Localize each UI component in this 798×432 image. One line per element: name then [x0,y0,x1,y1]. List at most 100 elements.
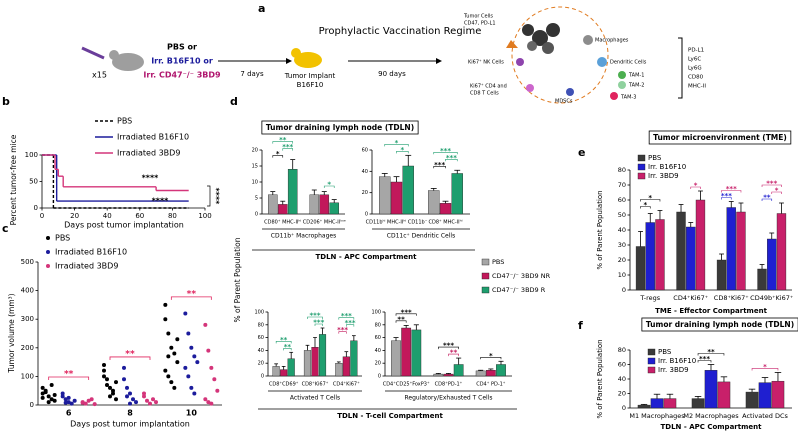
bar [757,268,767,291]
bar [311,347,319,377]
legend-label: Irradiated B16F10 [55,248,127,257]
significance-label: ** [707,348,715,356]
data-point [166,374,171,379]
significance-bracket [433,151,458,155]
interval: 7 days [240,70,264,78]
x-tick-label: M2 Macrophages [683,412,739,420]
title-box [641,317,798,332]
significance-bracket [721,197,732,200]
significance-bracket [480,356,502,360]
panel-title: Tumor draining lymph node (TDLN) [646,320,794,329]
bar [277,204,288,215]
bar [318,334,327,377]
bar [428,190,440,215]
significance-label: *** [345,319,356,327]
data-point [163,368,168,373]
significance-bracket [433,165,446,169]
y-axis-label: % of Parent Population [596,339,604,418]
significance-label: *** [721,192,732,200]
significance-bracket [282,148,294,151]
bar [726,207,736,291]
implant: B16F10 [297,81,324,89]
significance-label: *** [401,308,412,316]
significance-label: ** [279,136,287,144]
data-point [111,391,115,396]
data-point [163,317,168,322]
treatment: Irr. CD47⁻/⁻ 3BD9 [143,71,221,80]
data-point [122,365,126,370]
data-point [166,331,171,336]
data-point [206,400,211,405]
significance-label: *** [310,312,321,320]
tme-label: Dendritic Cells [610,60,647,66]
y-tick-label: 60 [258,335,264,341]
significance-label: *** [699,355,710,363]
significance-label: *** [337,326,348,334]
bar [686,226,696,291]
significance-label: *** [440,147,451,155]
tme-label: Tumor Cells [463,14,493,20]
bar [745,391,759,409]
panel-title: Tumor microenvironment (TME) [653,133,787,142]
x-tick-label: 100 [198,212,211,220]
significance-label: * [694,182,698,190]
bar [736,211,746,291]
data-point [175,337,180,342]
y-tick-label: 50 [618,211,626,219]
significance-bracket [438,346,459,350]
legend-label: Irr. 3BD9 [648,172,679,180]
data-point [60,394,65,399]
y-tick-label: 0 [34,204,38,212]
x-tick-label: CD80⁺ MHC-IIʰⁱ [264,220,301,226]
legend-swatch [46,236,50,240]
panel-label: f [578,319,583,332]
title-box [261,120,419,135]
data-point [63,397,68,402]
legend-label: Irradiated B16F10 [117,133,189,142]
significance-label: *** [443,342,454,350]
y-tick-label: 80 [258,322,264,328]
legend-swatch [647,357,656,365]
legend-swatch [46,250,50,254]
data-point [209,401,214,406]
mouse-head [109,50,119,60]
data-point [151,397,155,402]
data-point [169,380,174,385]
x-tick-label: 8 [127,409,133,418]
significance-bracket [338,317,355,320]
implant: Tumor Implant [284,72,336,80]
mouse-head [291,48,301,58]
significance-label: *** [434,161,445,169]
legend-swatch [481,286,490,294]
significance-label: * [395,139,399,147]
data-point [134,400,138,405]
y-tick-label: 10 [618,271,626,279]
data-point [46,394,51,399]
panel-label: a [258,2,265,15]
significance-bracket [640,206,651,209]
data-point [49,382,54,387]
significance-label: **** [212,188,221,206]
data-point [186,331,191,336]
legend-swatch [46,264,50,268]
cell-icon [610,92,618,100]
marker: CD80 [688,75,704,81]
bar [655,219,665,291]
tme-label: TAM-3 [620,95,636,101]
x-tick-label: M1 Macrophages [629,412,685,420]
data-point [102,374,106,379]
significance-label: * [327,181,331,189]
x-tick-label: 20 [70,212,79,220]
bar [272,366,280,377]
significance-label: * [763,363,767,371]
tme-label: TAM-2 [628,83,644,89]
data-point [111,388,115,393]
data-point [183,365,188,370]
bar [475,370,486,377]
significance-label: * [489,352,493,360]
data-point [125,394,129,399]
data-point [102,368,106,373]
tumor-cells [522,23,560,54]
x-tick-label: CD4⁺Ki67⁺ [673,294,708,302]
tme-boundary [511,6,609,104]
